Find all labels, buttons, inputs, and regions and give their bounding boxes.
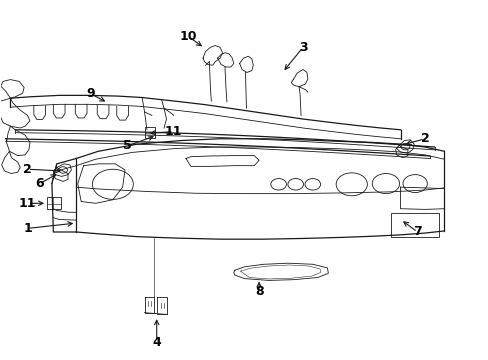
Text: 6: 6 — [35, 177, 44, 190]
Text: 11: 11 — [19, 197, 36, 210]
Text: 4: 4 — [152, 336, 161, 348]
Text: 3: 3 — [298, 41, 306, 54]
Text: 8: 8 — [254, 285, 263, 298]
Text: 5: 5 — [123, 139, 132, 152]
Text: 1: 1 — [23, 222, 32, 235]
Text: 7: 7 — [412, 225, 421, 238]
Text: 10: 10 — [179, 30, 197, 43]
Text: 9: 9 — [86, 87, 95, 100]
Bar — [390, 213, 438, 237]
Text: 11: 11 — [165, 125, 182, 138]
Text: 2: 2 — [23, 163, 32, 176]
Text: 2: 2 — [420, 132, 428, 145]
Bar — [144, 127, 155, 138]
Bar — [47, 197, 61, 210]
